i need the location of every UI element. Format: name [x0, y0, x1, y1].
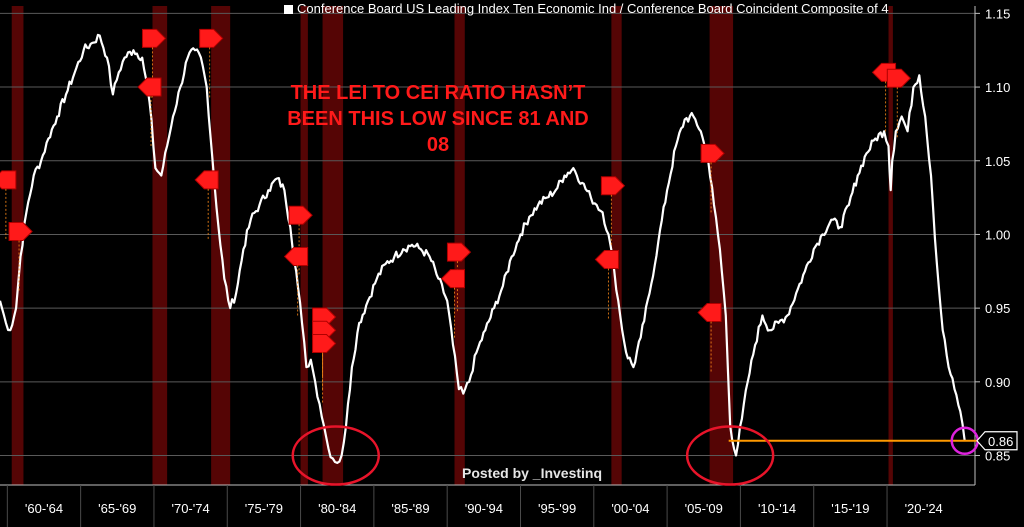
highlight-circle [291, 425, 381, 486]
recession-marker [440, 269, 466, 289]
recession-marker [600, 176, 626, 196]
x-tick-label: '80-'84 [318, 501, 356, 516]
x-tick-label: '05-'09 [685, 501, 723, 516]
recession-marker [137, 77, 162, 97]
x-tick-label: '20-'24 [905, 501, 943, 516]
x-tick-label: '10-'14 [758, 501, 796, 516]
y-axis: 0.85 0.90 0.95 1.00 1.05 1.10 1.15 [974, 6, 1010, 485]
x-tick-label: '15-'19 [831, 501, 869, 516]
x-tick-label: '00-'04 [611, 501, 649, 516]
recession-marker [141, 28, 167, 48]
recession-band [611, 6, 622, 485]
recession-band [300, 6, 308, 485]
y-tick-label: 1.05 [985, 154, 1010, 169]
legend: Conference Board US Leading Index Ten Ec… [284, 1, 889, 16]
x-tick-label: '75-'79 [245, 501, 283, 516]
legend-swatch [284, 5, 293, 15]
recession-marker [283, 247, 309, 267]
recession-band [152, 6, 168, 485]
recession-marker [0, 170, 17, 190]
gridlines [0, 12, 975, 457]
x-tick-label: '70-'74 [171, 501, 209, 516]
recession-marker [199, 28, 224, 48]
x-tick-label: '65-'69 [98, 501, 136, 516]
recession-marker [697, 303, 722, 323]
overlay-layer: 0.86 [291, 425, 1018, 486]
y-tick-label: 0.95 [985, 301, 1010, 316]
annotation-line: 08 [426, 134, 450, 156]
recession-marker [446, 242, 472, 262]
recession-band [888, 6, 893, 485]
annotation-line: BEEN THIS LOW SINCE 81 AND [287, 108, 589, 130]
recession-marker [594, 250, 619, 270]
credit-text: Posted by _Investinq [462, 465, 603, 481]
y-tick-label: 0.85 [985, 449, 1010, 464]
series-layer [0, 33, 966, 464]
recession-marker [700, 143, 725, 163]
recession-marker [886, 68, 912, 88]
last-value-box [976, 431, 1018, 451]
series-line [0, 33, 966, 464]
annotation-line: THE LEI TO CEI RATIO HASN’T [290, 82, 586, 104]
x-axis: '60-'64 '65-'69 '70-'74 '75-'79 '80-'84 '85-'… [0, 484, 975, 527]
recession-markers [0, 28, 912, 404]
legend-label: Conference Board US Leading Index Ten Ec… [297, 1, 889, 16]
recession-marker [194, 170, 219, 190]
y-tick-label: 1.15 [985, 6, 1010, 21]
recession-band [11, 6, 24, 485]
x-tick-label: '90-'94 [465, 501, 503, 516]
recession-marker [312, 334, 337, 354]
recession-marker [8, 221, 33, 241]
annotation-text: THE LEI TO CEI RATIO HASN’T BEEN THIS LO… [248, 80, 628, 158]
y-tick-label: 1.00 [985, 227, 1010, 242]
x-tick-label: '95-'99 [538, 501, 576, 516]
recession-band [322, 6, 344, 485]
x-tick-label: '85-'89 [391, 501, 429, 516]
last-value-label: 0.86 [988, 434, 1013, 449]
highlight-circle [685, 425, 775, 486]
x-tick-label: '60-'64 [25, 501, 63, 516]
y-tick-label: 1.10 [985, 80, 1010, 95]
recession-marker [288, 205, 313, 225]
y-tick-label: 0.90 [985, 375, 1010, 390]
